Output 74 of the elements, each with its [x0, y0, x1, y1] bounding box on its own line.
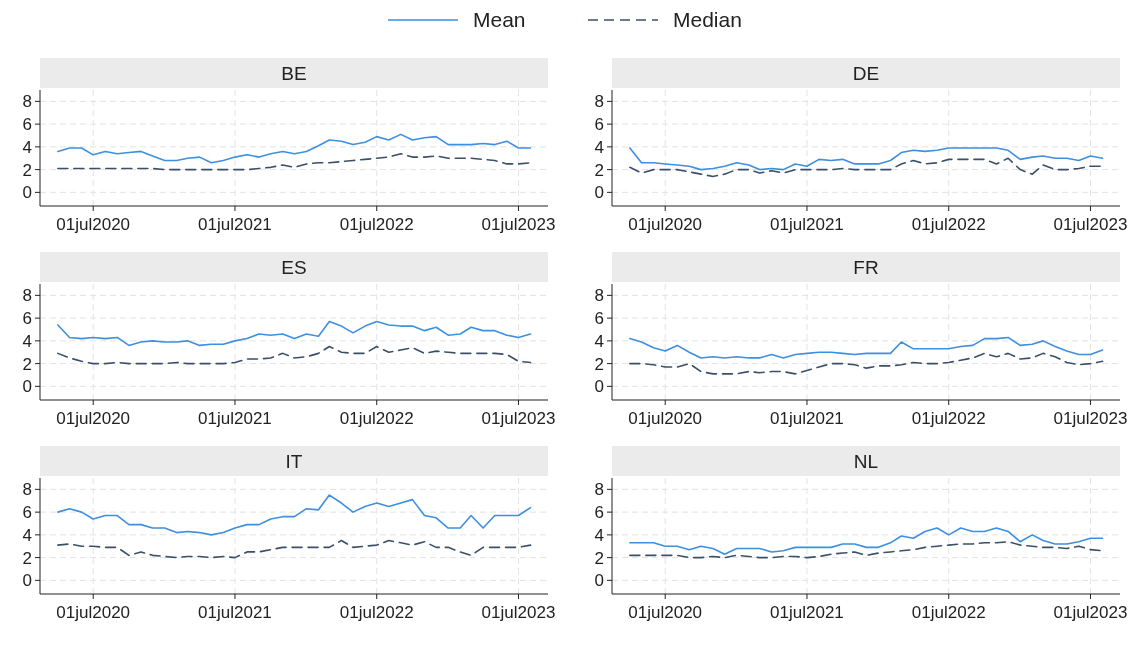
y-tick-label: 6 — [22, 503, 32, 523]
x-tick-label: 01jul2023 — [1053, 215, 1128, 234]
y-tick-label: 0 — [594, 377, 604, 397]
x-tick-label: 01jul2020 — [628, 215, 703, 234]
y-tick-label: 0 — [594, 571, 604, 591]
chart-title: BE — [281, 63, 307, 84]
x-tick-label: 01jul2023 — [481, 409, 556, 428]
y-tick-label: 4 — [22, 525, 32, 545]
x-tick-label: 01jul2022 — [911, 603, 986, 622]
x-tick-label: 01jul2020 — [56, 409, 131, 428]
legend-label: Mean — [473, 8, 526, 32]
x-tick-label: 01jul2020 — [628, 603, 703, 622]
y-tick-label: 6 — [594, 503, 604, 523]
y-tick-label: 2 — [22, 548, 32, 568]
chart-title: FR — [853, 257, 879, 278]
x-tick-label: 01jul2023 — [481, 215, 556, 234]
line-series — [57, 345, 532, 365]
y-tick-label: 2 — [594, 548, 604, 568]
line-series — [57, 133, 532, 164]
legend-label: Median — [673, 8, 742, 32]
x-tick-label: 01jul2020 — [56, 215, 131, 234]
x-tick-label: 01jul2022 — [911, 215, 986, 234]
x-tick-label: 01jul2021 — [198, 409, 272, 428]
line-series — [629, 336, 1104, 359]
x-tick-label: 01jul2021 — [770, 409, 844, 428]
y-tick-label: 4 — [22, 137, 32, 157]
y-tick-label: 8 — [22, 92, 32, 112]
y-tick-label: 4 — [594, 137, 604, 157]
y-tick-label: 0 — [594, 183, 604, 203]
chart-title: DE — [852, 63, 880, 84]
line-series — [629, 147, 1104, 171]
x-tick-label: 01jul2022 — [339, 409, 414, 428]
y-tick-label: 8 — [22, 480, 32, 500]
y-tick-label: 2 — [594, 354, 604, 374]
x-tick-label: 01jul2022 — [911, 409, 986, 428]
y-tick-label: 6 — [22, 115, 32, 135]
line-series — [57, 494, 532, 536]
y-tick-label: 0 — [22, 377, 32, 397]
x-tick-label: 01jul2021 — [198, 603, 272, 622]
y-tick-label: 8 — [594, 480, 604, 500]
y-tick-label: 2 — [22, 160, 32, 180]
y-tick-label: 8 — [22, 286, 32, 306]
y-tick-label: 2 — [594, 160, 604, 180]
chart-title: IT — [285, 451, 303, 472]
y-tick-label: 2 — [22, 354, 32, 374]
y-tick-label: 6 — [594, 115, 604, 135]
x-tick-label: 01jul2021 — [770, 603, 844, 622]
line-series — [629, 527, 1104, 555]
line-series — [57, 152, 532, 171]
x-tick-label: 01jul2023 — [481, 603, 556, 622]
x-tick-label: 01jul2020 — [56, 603, 131, 622]
x-tick-label: 01jul2021 — [770, 215, 844, 234]
y-tick-label: 6 — [22, 309, 32, 329]
x-tick-label: 01jul2022 — [339, 215, 414, 234]
y-tick-label: 4 — [594, 525, 604, 545]
x-tick-label: 01jul2022 — [339, 603, 414, 622]
line-series — [57, 320, 532, 347]
line-series — [629, 352, 1104, 375]
line-series — [629, 540, 1104, 559]
x-tick-label: 01jul2020 — [628, 409, 703, 428]
line-series — [57, 539, 532, 559]
chart-title: ES — [281, 257, 307, 278]
x-tick-label: 01jul2023 — [1053, 409, 1128, 428]
y-tick-label: 0 — [22, 183, 32, 203]
y-tick-label: 8 — [594, 92, 604, 112]
y-tick-label: 0 — [22, 571, 32, 591]
y-tick-label: 6 — [594, 309, 604, 329]
y-tick-label: 4 — [594, 331, 604, 351]
x-tick-label: 01jul2023 — [1053, 603, 1128, 622]
y-tick-label: 4 — [22, 331, 32, 351]
line-series — [629, 157, 1104, 178]
chart-title: NL — [853, 451, 879, 472]
x-tick-label: 01jul2021 — [198, 215, 272, 234]
y-tick-label: 8 — [594, 286, 604, 306]
